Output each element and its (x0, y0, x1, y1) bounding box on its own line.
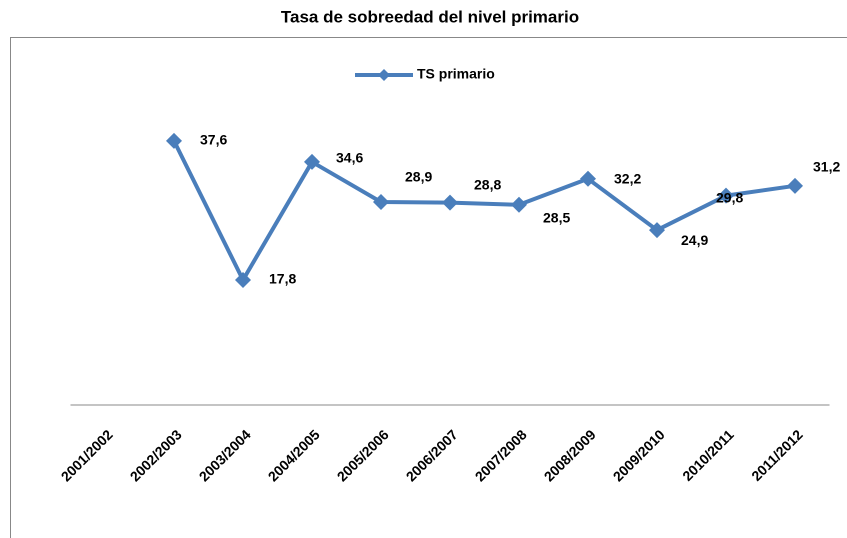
x-tick-label: 2004/2005 (265, 426, 323, 484)
x-tick-label: 2002/2003 (127, 426, 185, 484)
x-tick-label: 2010/2011 (679, 426, 737, 484)
x-tick-label: 2003/2004 (196, 426, 254, 484)
chart-title: Tasa de sobreedad del nivel primario (281, 7, 579, 26)
data-point (718, 187, 734, 204)
legend-label: TS primario (417, 66, 495, 82)
data-point (511, 196, 527, 213)
data-point (580, 170, 596, 187)
data-label: 32,2 (614, 170, 641, 186)
data-label: 28,9 (405, 169, 432, 185)
data-point (166, 132, 182, 149)
data-label: 37,6 (200, 132, 227, 148)
x-tick-label: 2008/2009 (541, 426, 599, 484)
x-tick-label: 2009/2010 (610, 426, 668, 484)
data-label: 31,2 (813, 159, 840, 175)
data-label: 24,9 (681, 232, 708, 248)
x-tick-label: 2006/2007 (403, 426, 461, 484)
data-label: 29,8 (716, 189, 743, 205)
data-point (787, 177, 803, 194)
data-label: 34,6 (336, 150, 363, 166)
data-point (235, 271, 251, 288)
data-point (304, 153, 320, 170)
legend-marker (378, 69, 390, 81)
data-point (442, 194, 458, 211)
chart-frame (10, 37, 847, 538)
data-label: 17,8 (269, 271, 296, 287)
data-label: 28,8 (474, 176, 501, 192)
x-tick-label: 2007/2008 (472, 426, 530, 484)
data-point (373, 193, 389, 210)
series-line (172, 139, 796, 282)
x-tick-label: 2001/2002 (58, 426, 116, 484)
data-point (649, 222, 665, 239)
x-tick-label: 2011/2012 (748, 426, 806, 484)
data-label: 28,5 (543, 209, 570, 225)
x-tick-label: 2005/2006 (334, 426, 392, 484)
